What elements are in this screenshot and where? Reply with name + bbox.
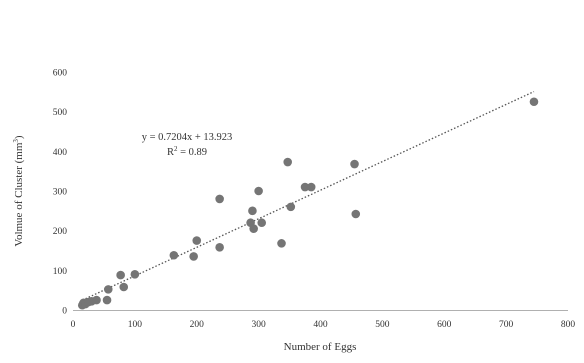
data-point	[215, 243, 224, 252]
data-point	[306, 182, 316, 192]
y-axis-title-main: Volmue of Cluster (mm	[13, 142, 25, 246]
r2-label-suffix: = 0.89	[177, 147, 207, 158]
data-point	[192, 236, 202, 245]
data-point	[92, 295, 101, 305]
y-axis-title: Volmue of Cluster (mm3)	[12, 135, 25, 246]
y-axis-title-suffix: )	[13, 135, 25, 139]
data-points	[77, 97, 539, 310]
trendline	[82, 90, 535, 301]
x-tick-label: 0	[71, 320, 76, 330]
r2-label-superscript: 2	[174, 145, 178, 153]
data-point	[169, 250, 179, 260]
x-tick-label: 400	[313, 320, 328, 330]
y-tick-label: 500	[53, 108, 68, 118]
data-point	[249, 224, 258, 233]
r2-label-prefix: R	[167, 147, 174, 158]
data-point	[351, 209, 361, 219]
data-point	[248, 206, 257, 216]
data-point	[103, 285, 113, 294]
data-point	[116, 270, 125, 280]
x-tick-label: 200	[190, 320, 205, 330]
y-axis-title-superscript: 3	[12, 139, 20, 143]
data-point	[119, 282, 129, 292]
y-tick-label: 400	[53, 148, 68, 158]
data-point	[215, 194, 224, 204]
x-tick-labels: 0 100 200 300 400 500 600 700 800	[71, 320, 576, 330]
trendline-r2-label: R2 = 0.89	[167, 145, 207, 158]
x-tick-label: 600	[437, 320, 452, 330]
data-point	[130, 270, 140, 279]
x-axis-title: Number of Eggs	[284, 341, 357, 353]
y-tick-label: 600	[53, 69, 68, 79]
x-tick-label: 300	[252, 320, 267, 330]
y-tick-labels: 0 100 200 300 400 500 600	[53, 69, 68, 317]
x-tick-label: 500	[375, 320, 390, 330]
data-point	[300, 182, 310, 192]
data-point	[189, 252, 198, 261]
data-point	[350, 159, 359, 169]
data-point	[257, 218, 267, 228]
data-point	[277, 239, 286, 248]
y-tick-label: 300	[53, 188, 68, 198]
trendline-equation-label: y = 0.7204x + 13.923	[142, 132, 233, 143]
trendline-group	[82, 90, 535, 301]
y-tick-label: 0	[62, 307, 67, 317]
data-point	[254, 186, 263, 196]
y-tick-label: 100	[53, 267, 68, 277]
x-tick-label: 100	[128, 320, 143, 330]
x-tick-label: 800	[561, 320, 576, 330]
data-point	[102, 295, 112, 305]
y-tick-label: 200	[53, 227, 68, 237]
data-point	[283, 157, 293, 167]
x-tick-label: 700	[499, 320, 514, 330]
data-point	[529, 97, 539, 107]
data-point	[286, 202, 296, 212]
